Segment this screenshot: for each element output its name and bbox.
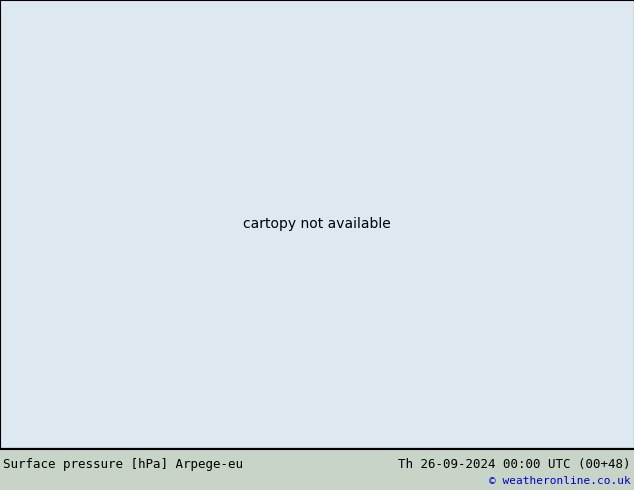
Text: Th 26-09-2024 00:00 UTC (00+48): Th 26-09-2024 00:00 UTC (00+48) [398, 458, 631, 470]
Text: © weatheronline.co.uk: © weatheronline.co.uk [489, 476, 631, 486]
Text: Surface pressure [hPa] Arpege-eu: Surface pressure [hPa] Arpege-eu [3, 458, 243, 470]
Text: cartopy not available: cartopy not available [243, 217, 391, 231]
